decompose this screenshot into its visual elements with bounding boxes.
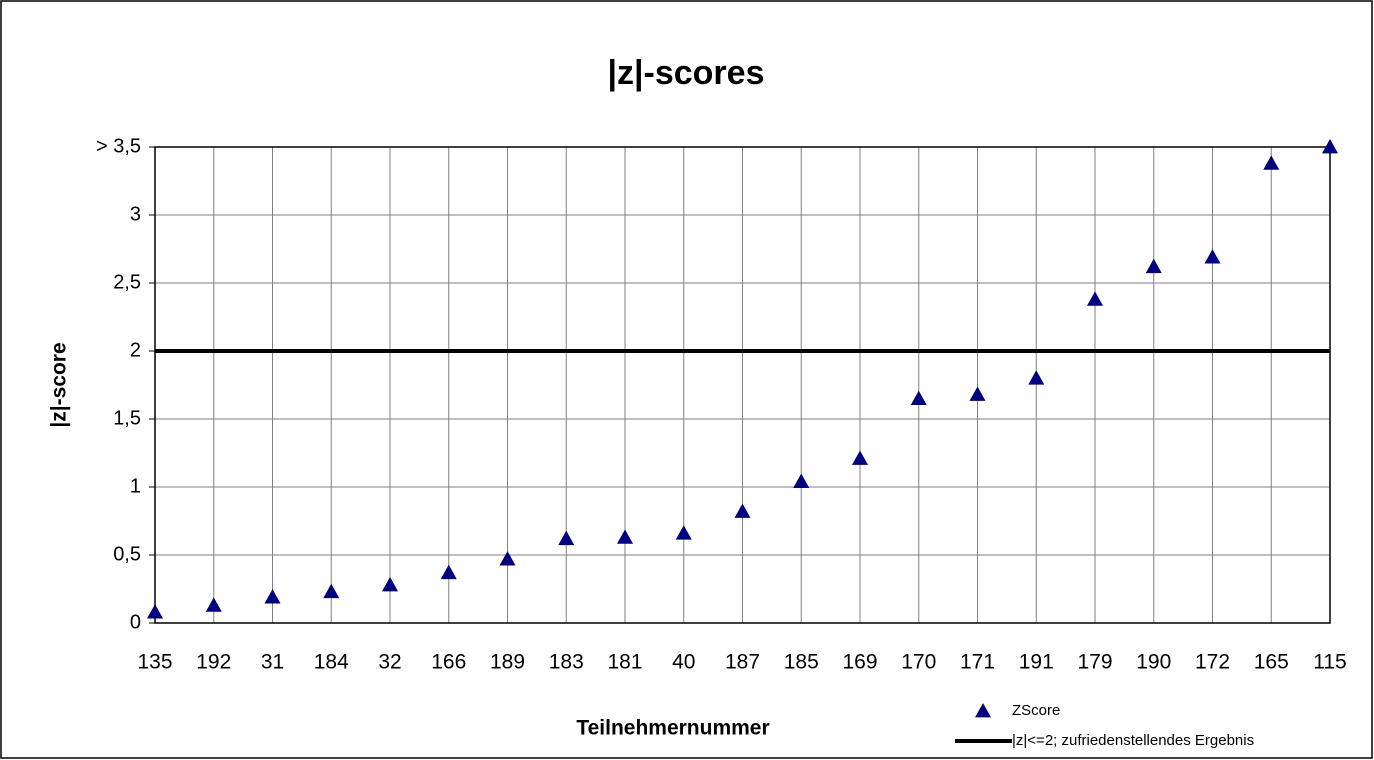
y-tick-label: 1,5 [113,407,141,429]
x-tick-label: 135 [137,651,172,674]
x-axis-title: Teilnehmernummer [576,717,769,740]
x-tick-label: 115 [1313,651,1346,674]
x-tick-label: 192 [196,651,231,674]
marker [440,564,457,580]
legend-marker [975,703,991,718]
marker [910,390,927,405]
marker [734,503,751,518]
x-tick-label: 185 [784,651,819,674]
y-tick-label: > 3,5 [96,135,141,157]
x-tick-label: 40 [672,651,695,674]
x-tick-label: 171 [960,651,995,674]
marker [558,530,575,546]
marker [1028,370,1045,385]
x-tick-label: 189 [490,651,525,674]
marker [969,386,986,401]
x-tick-label: 191 [1019,651,1054,674]
legend-label: ZScore [1012,702,1060,719]
y-tick-label: 0 [130,611,141,633]
plot-area-border [154,146,1331,624]
marker [1087,291,1103,306]
marker [793,473,810,488]
marker [264,589,281,604]
x-tick-label: 165 [1254,651,1289,674]
legend-label: |z|<=2; zufriedenstellendes Ergebnis [1012,732,1254,749]
x-tick-label: 170 [901,651,936,674]
y-tick-label: 1 [130,475,141,497]
x-tick-label: 172 [1195,651,1230,674]
x-tick-label: 169 [842,651,877,674]
marker [323,583,340,599]
x-tick-label: 184 [314,651,349,674]
x-tick-label: 183 [549,651,584,674]
x-tick-label: 190 [1136,651,1171,674]
y-tick-label: 2 [130,339,141,361]
marker [1322,139,1338,154]
marker [382,576,398,592]
marker [1145,258,1162,274]
marker [1204,249,1221,264]
y-tick-label: 3 [130,203,141,225]
marker [852,450,868,465]
marker [205,597,222,612]
marker [675,525,692,540]
marker [1263,155,1280,170]
y-axis-title: |z|-score [48,342,71,427]
marker [617,529,633,544]
y-tick-label: 0,5 [113,543,141,565]
x-tick-label: 179 [1077,651,1112,674]
x-tick-label: 31 [261,651,284,674]
chart-title: |z|-scores [608,54,765,92]
marker [499,551,516,566]
y-tick-label: 2,5 [113,271,141,293]
x-tick-label: 166 [431,651,466,674]
marker [147,604,163,619]
x-tick-label: 32 [378,651,401,674]
x-tick-label: 181 [607,651,642,674]
x-tick-label: 187 [725,651,760,674]
